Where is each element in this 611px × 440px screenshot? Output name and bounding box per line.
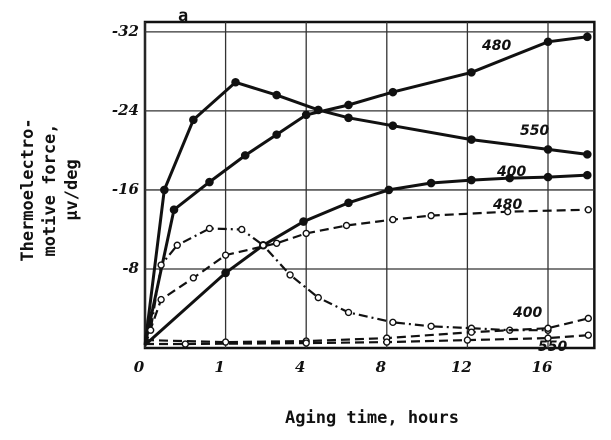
data-point [584,205,592,214]
y-title-line: μv/deg [62,159,82,220]
data-point [582,170,592,180]
data-point [388,121,398,131]
data-point [259,241,267,249]
curve-label: 550 [538,339,567,355]
data-point [221,338,230,346]
curve-label: 400 [496,164,526,180]
data-point [189,115,198,125]
curve-label: 480 [492,197,522,213]
data-point [543,37,553,47]
y-tick-label: -16 [112,180,140,198]
data-point [584,314,592,323]
series-line [145,334,589,346]
curve-label: 400 [512,305,542,321]
data-point [426,178,436,188]
x-tick-label: 12 [451,358,472,376]
data-point [157,261,165,269]
data-point [467,175,476,185]
data-point [505,173,515,183]
data-point [302,339,310,347]
data-point [543,172,553,182]
series-line [143,227,548,346]
x-tick-label: 0 [134,358,145,376]
y-title-line: motive force, [40,123,60,256]
y-tick-label: -8 [122,259,139,277]
data-point [146,326,155,334]
data-point [467,328,476,336]
data-point [272,90,281,100]
data-point [205,177,214,187]
data-point [221,268,230,278]
data-point [344,113,353,123]
data-point [231,77,240,87]
data-point [342,221,351,230]
curve-label: 550 [520,123,549,139]
y-title-line: Thermoelectro- [18,118,38,261]
y-tick-label: -24 [112,101,139,119]
data-point [427,322,435,330]
data-point [582,32,592,42]
data-point [467,135,476,144]
data-point [543,145,553,154]
y-tick-label: -32 [112,22,139,40]
x-tick-label: 1 [214,358,224,376]
data-point [504,207,512,216]
data-point [463,336,472,344]
data-point [181,340,190,348]
data-point [388,87,398,97]
data-point [313,105,323,115]
data-point [173,241,181,249]
data-point [286,271,294,279]
x-axis-title: Aging time, hours [285,408,459,428]
y-axis-title: Thermoelectro- motive force, μv/deg [18,118,82,261]
data-point [240,151,250,160]
data-point [301,110,311,120]
data-point [584,331,592,339]
data-point [160,185,169,195]
data-point [302,229,310,238]
data-point [221,251,230,259]
x-tick-label: 8 [376,358,387,376]
data-point [544,324,552,332]
data-point [205,224,214,233]
data-point [384,185,394,195]
data-point [272,239,281,247]
curve-label: 480 [481,38,511,54]
data-point [314,293,322,302]
data-point [157,295,165,304]
data-point [344,100,353,110]
data-point [299,217,308,226]
data-point [189,274,198,282]
data-point [582,150,592,159]
data-point [344,198,353,208]
data-point [389,318,397,327]
x-tick-label: 16 [532,358,553,376]
data-point [238,225,246,234]
data-point [544,334,552,342]
x-tick-label: 4 [295,358,305,376]
series-line [143,35,588,346]
data-point [389,215,397,224]
panel-label: a [178,6,188,26]
data-point [344,308,353,317]
data-point [169,205,179,214]
data-point [272,130,281,139]
series-line [144,317,589,344]
data-point [427,211,435,220]
data-point [383,338,391,346]
data-point [467,68,476,77]
